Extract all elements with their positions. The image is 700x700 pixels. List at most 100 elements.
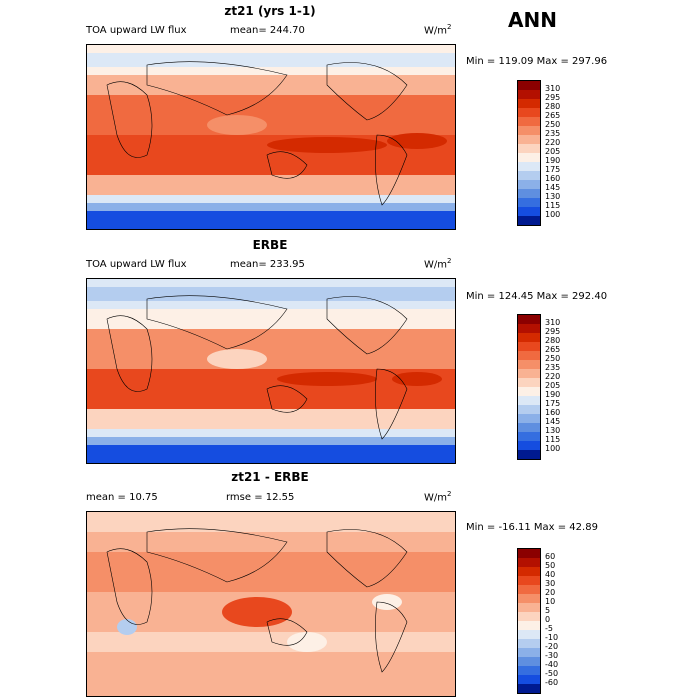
tropics-north-band bbox=[87, 329, 455, 369]
midlat-south-band bbox=[87, 175, 455, 195]
panel3-colorbar bbox=[517, 548, 541, 694]
cb1-seg bbox=[518, 216, 540, 225]
africa-cool bbox=[117, 619, 137, 635]
pacific-hotspot bbox=[267, 137, 387, 153]
cb3-seg bbox=[518, 666, 540, 675]
panel2-map bbox=[86, 278, 456, 464]
cb3-label: -5 bbox=[545, 624, 553, 633]
cb3-label: 0 bbox=[545, 615, 551, 624]
cb1-label: 160 bbox=[545, 174, 561, 183]
cb3-label: 20 bbox=[545, 588, 556, 597]
antarctic-band-1 bbox=[87, 437, 455, 445]
cb1-label: 250 bbox=[545, 120, 561, 129]
panel1-title: zt21 (yrs 1-1) bbox=[224, 4, 316, 18]
cb3-seg bbox=[518, 684, 540, 693]
cb3-label: 60 bbox=[545, 552, 556, 561]
cb2-label: 145 bbox=[545, 417, 561, 426]
cb2-seg bbox=[518, 441, 540, 450]
cb1-seg bbox=[518, 189, 540, 198]
cb2-label: 175 bbox=[545, 399, 561, 408]
panel3-map bbox=[86, 511, 456, 697]
cb2-seg bbox=[518, 351, 540, 360]
cb1-label: 130 bbox=[545, 192, 561, 201]
cb1-label: 265 bbox=[545, 111, 561, 120]
maritime-cool bbox=[207, 115, 267, 135]
cb2-label: 115 bbox=[545, 435, 561, 444]
cb3-seg bbox=[518, 621, 540, 630]
cb1-seg bbox=[518, 162, 540, 171]
cb1-label: 100 bbox=[545, 210, 561, 219]
cb3-seg bbox=[518, 612, 540, 621]
panel3-minmax: Min = -16.11 Max = 42.89 bbox=[466, 522, 598, 533]
cb3-label: 5 bbox=[545, 606, 551, 615]
cb1-seg bbox=[518, 135, 540, 144]
maritime-warm bbox=[222, 597, 292, 627]
midlat-south-band bbox=[87, 409, 455, 429]
cb3-label: -30 bbox=[545, 651, 559, 660]
cb2-label: 265 bbox=[545, 345, 561, 354]
cb1-seg bbox=[518, 108, 540, 117]
cb1-label: 205 bbox=[545, 147, 561, 156]
cb1-label: 235 bbox=[545, 129, 561, 138]
antarctic-band-2 bbox=[87, 211, 455, 229]
cb2-seg bbox=[518, 369, 540, 378]
cb2-seg bbox=[518, 360, 540, 369]
cb2-seg bbox=[518, 342, 540, 351]
cb3-seg bbox=[518, 639, 540, 648]
midlat-north-band bbox=[87, 309, 455, 329]
cb1-seg bbox=[518, 207, 540, 216]
cb1-label: 280 bbox=[545, 102, 561, 111]
cb3-label: 40 bbox=[545, 570, 556, 579]
panel2-map-svg bbox=[87, 279, 455, 463]
coastline-south-america bbox=[375, 368, 408, 440]
maritime-cool bbox=[207, 349, 267, 369]
cb2-label: 280 bbox=[545, 336, 561, 345]
cb2-label: 160 bbox=[545, 408, 561, 417]
southern-band bbox=[87, 632, 455, 652]
cb1-seg bbox=[518, 180, 540, 189]
cb1-seg bbox=[518, 198, 540, 207]
coastline-eurasia bbox=[146, 295, 288, 350]
cb2-seg bbox=[518, 315, 540, 324]
panel2-field-label: TOA upward LW flux bbox=[86, 259, 187, 270]
cb3-seg bbox=[518, 549, 540, 558]
cb1-label: 310 bbox=[545, 84, 561, 93]
cb2-label: 190 bbox=[545, 390, 561, 399]
cb3-seg bbox=[518, 630, 540, 639]
cb2-seg bbox=[518, 450, 540, 459]
panel1-map bbox=[86, 44, 456, 230]
coastline-north-america bbox=[326, 62, 408, 121]
cb1-seg bbox=[518, 81, 540, 90]
cb1-label: 295 bbox=[545, 93, 561, 102]
panel1-units: W/m2 bbox=[424, 23, 452, 37]
panel1-map-svg bbox=[87, 45, 455, 229]
cb3-seg bbox=[518, 648, 540, 657]
cb2-label: 310 bbox=[545, 318, 561, 327]
cb3-seg bbox=[518, 603, 540, 612]
cb2-label: 295 bbox=[545, 327, 561, 336]
pacific-hotspot bbox=[277, 372, 377, 386]
cb1-seg bbox=[518, 90, 540, 99]
season-label: ANN bbox=[508, 8, 557, 32]
cb1-seg bbox=[518, 99, 540, 108]
tropics-band bbox=[87, 552, 455, 592]
tropics-north-band bbox=[87, 95, 455, 135]
southern-ocean-band bbox=[87, 429, 455, 437]
atlantic-neutral bbox=[372, 594, 402, 610]
cb3-label: 30 bbox=[545, 579, 556, 588]
antarctic-band-2 bbox=[87, 445, 455, 463]
coastline-australia bbox=[266, 151, 308, 179]
arctic-band bbox=[87, 287, 455, 301]
cb2-seg bbox=[518, 378, 540, 387]
panel2-title: ERBE bbox=[252, 238, 288, 252]
coastline-north-america bbox=[326, 529, 408, 588]
atlantic-hotspot bbox=[392, 372, 442, 386]
coastline-eurasia bbox=[146, 528, 288, 583]
coastline-africa bbox=[106, 81, 153, 158]
cb2-seg bbox=[518, 414, 540, 423]
cb1-label: 175 bbox=[545, 165, 561, 174]
coastline-eurasia bbox=[146, 61, 288, 116]
cb3-label: -60 bbox=[545, 678, 559, 687]
cb1-seg bbox=[518, 171, 540, 180]
cb2-label: 235 bbox=[545, 363, 561, 372]
